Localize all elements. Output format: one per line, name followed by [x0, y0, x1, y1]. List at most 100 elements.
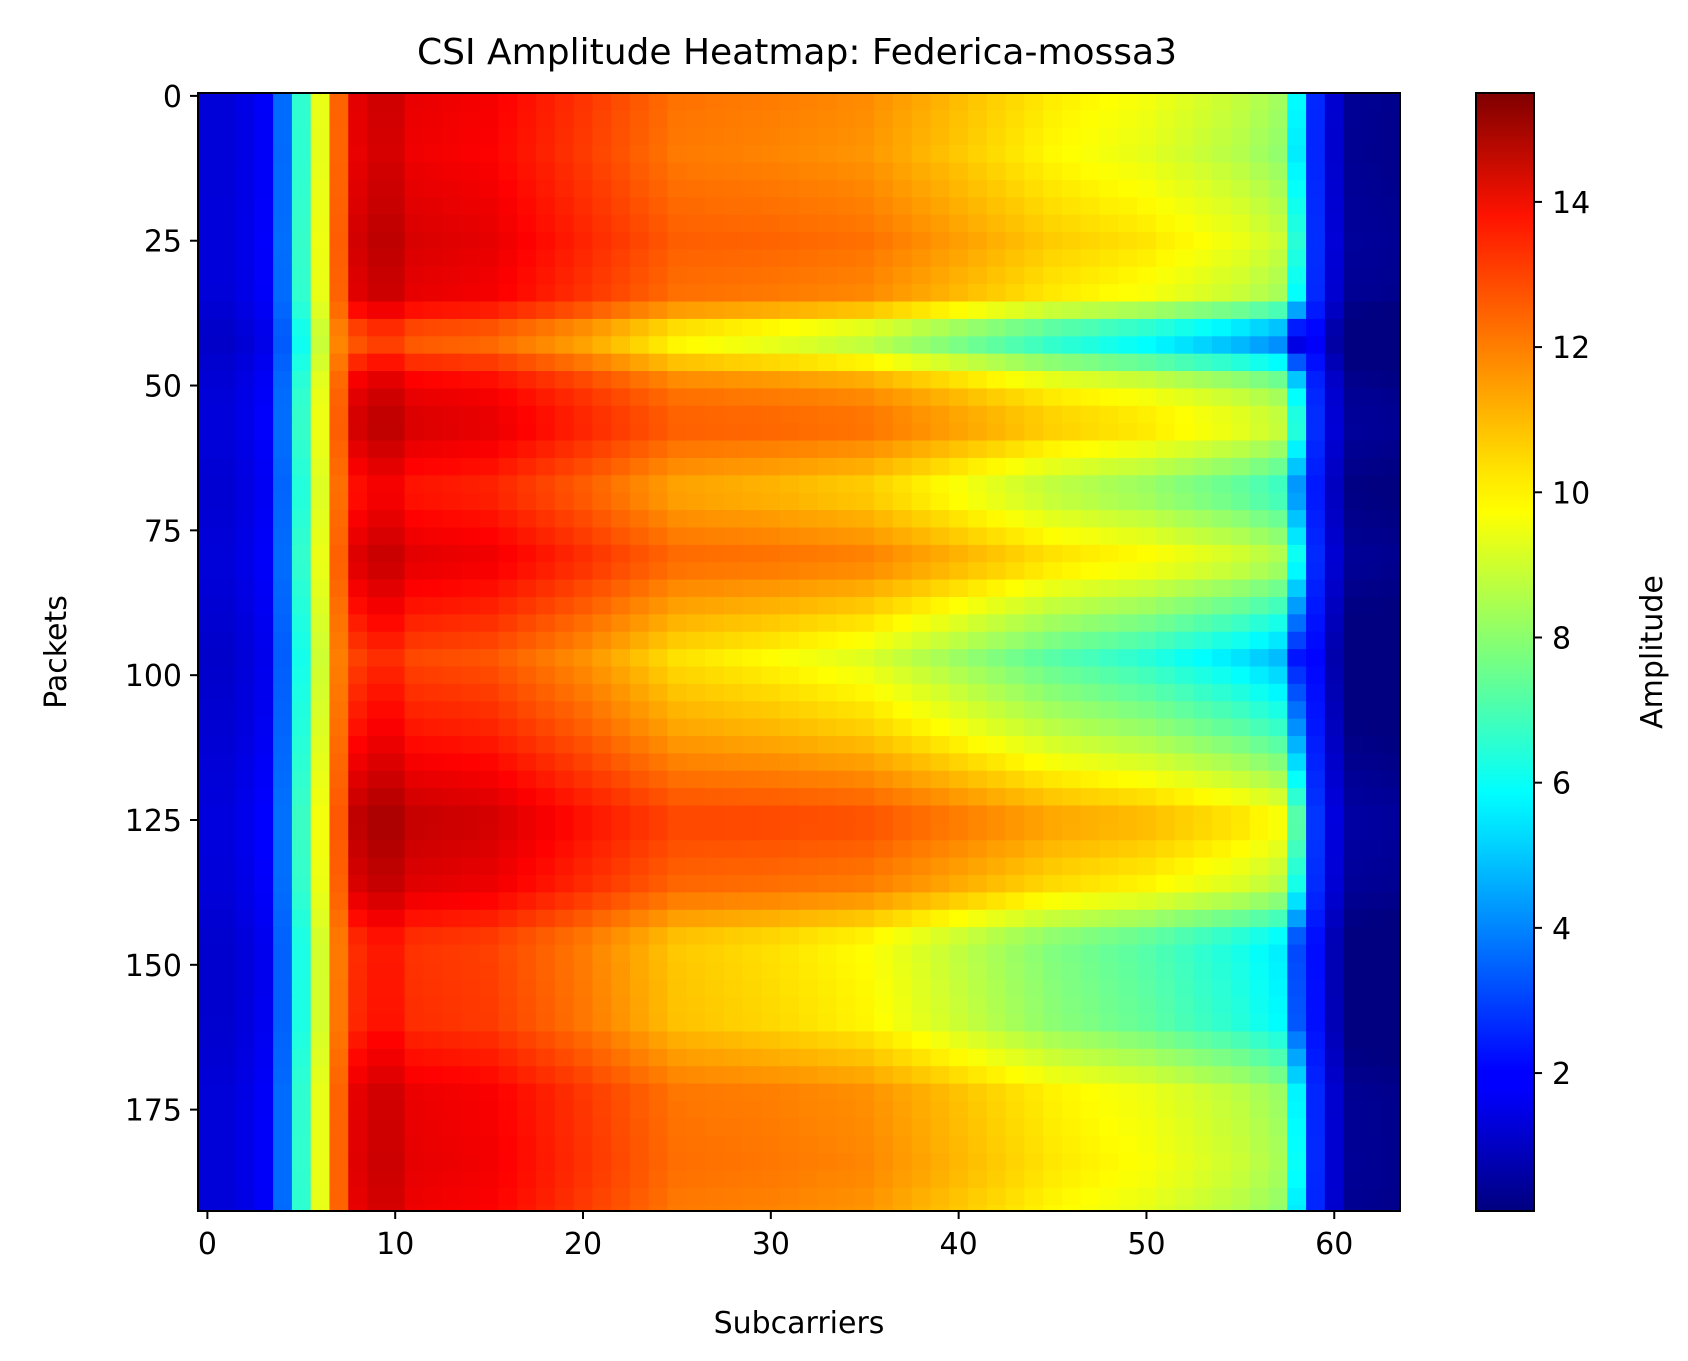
heatmap-cell [986, 770, 1007, 789]
heatmap-cell [911, 1187, 932, 1206]
heatmap-cell [1343, 492, 1364, 511]
heatmap-cell [273, 440, 293, 459]
heatmap-cell [1306, 492, 1326, 511]
heatmap-cell [1362, 371, 1382, 390]
heatmap-cell [1324, 944, 1345, 963]
heatmap-cell [855, 544, 875, 563]
heatmap-cell [385, 596, 406, 615]
heatmap-cell [291, 214, 312, 233]
heatmap-cell [986, 388, 1007, 407]
heatmap-cell [1099, 579, 1119, 598]
heatmap-cell [874, 423, 894, 442]
heatmap-cell [235, 423, 255, 442]
heatmap-cell [1268, 1135, 1288, 1154]
heatmap-cell [367, 701, 387, 720]
heatmap-cell [1287, 857, 1307, 876]
heatmap-cell [254, 1100, 274, 1119]
heatmap-cell [1324, 875, 1345, 893]
heatmap-cell [1212, 1066, 1232, 1085]
heatmap-cell [968, 440, 988, 459]
heatmap-cell [442, 718, 462, 737]
heatmap-cell [216, 93, 237, 111]
heatmap-cell [216, 562, 237, 581]
heatmap-cell [592, 492, 612, 511]
heatmap-cell [367, 875, 387, 893]
heatmap-cell [742, 318, 763, 337]
heatmap-cell [235, 875, 255, 893]
heatmap-cell [1137, 875, 1157, 893]
heatmap-cell [1005, 979, 1025, 998]
heatmap-cell [1268, 683, 1288, 702]
heatmap-cell [1174, 631, 1195, 650]
heatmap-cell [479, 1048, 500, 1067]
heatmap-cell [442, 197, 462, 216]
heatmap-cell [442, 475, 462, 494]
heatmap-cell [1306, 1187, 1326, 1206]
heatmap-cell [836, 492, 856, 511]
heatmap-cell [291, 1135, 312, 1154]
heatmap-cell [1061, 649, 1082, 668]
heatmap-cell [1043, 336, 1063, 355]
heatmap-cell [216, 944, 237, 963]
heatmap-cell [573, 1083, 594, 1102]
heatmap-cell [498, 996, 518, 1015]
heatmap-cell [1249, 371, 1270, 390]
heatmap-cell [1043, 1031, 1063, 1050]
heatmap-cell [1193, 440, 1213, 459]
heatmap-cell [930, 127, 950, 146]
heatmap-cell [1268, 127, 1288, 146]
heatmap-cell [1118, 145, 1138, 164]
heatmap-cell [799, 440, 819, 459]
heatmap-cell [686, 423, 706, 442]
heatmap-cell [1268, 840, 1288, 859]
heatmap-cell [592, 996, 612, 1015]
heatmap-cell [911, 388, 932, 407]
heatmap-cell [536, 110, 556, 129]
heatmap-cell [291, 1066, 312, 1085]
heatmap-cell [1381, 353, 1401, 372]
heatmap-cell [1230, 1118, 1251, 1137]
heatmap-cell [573, 1187, 594, 1206]
heatmap-cell [1005, 197, 1025, 216]
heatmap-cell [1137, 996, 1157, 1015]
heatmap-cell [1268, 440, 1288, 459]
heatmap-cell [573, 805, 594, 824]
heatmap-cell [723, 631, 744, 650]
heatmap-cell [1212, 649, 1232, 668]
heatmap-cell [611, 1118, 631, 1137]
heatmap-cell [855, 1100, 875, 1119]
heatmap-cell [1024, 1031, 1044, 1050]
heatmap-cell [1306, 822, 1326, 841]
heatmap-cell [705, 353, 725, 372]
heatmap-cell [1343, 1014, 1364, 1033]
heatmap-cell [254, 822, 274, 841]
heatmap-cell [291, 475, 312, 494]
heatmap-cell [367, 614, 387, 633]
heatmap-cell [742, 1153, 763, 1172]
heatmap-cell [498, 1066, 518, 1085]
heatmap-cell [986, 127, 1007, 146]
heatmap-cell [1306, 162, 1326, 181]
heatmap-cell [1155, 596, 1176, 615]
heatmap-cell [611, 93, 631, 111]
heatmap-cell [1043, 944, 1063, 963]
heatmap-cell [930, 1014, 950, 1033]
heatmap-cell [874, 1014, 894, 1033]
heatmap-cell [799, 371, 819, 390]
heatmap-cell [254, 1048, 274, 1067]
heatmap-cell [1230, 1187, 1251, 1206]
heatmap-cell [1306, 318, 1326, 337]
heatmap-cell [423, 457, 443, 476]
colorbar-label: Amplitude [1635, 575, 1670, 729]
heatmap-cell [1043, 544, 1063, 563]
heatmap-cell [517, 805, 537, 824]
heatmap-cell [629, 127, 650, 146]
heatmap-cell [442, 1100, 462, 1119]
heatmap-cell [911, 527, 932, 546]
heatmap-cell [911, 979, 932, 998]
heatmap-cell [930, 944, 950, 963]
heatmap-cell [949, 1153, 969, 1172]
heatmap-cell [1212, 892, 1232, 911]
heatmap-cell [1362, 544, 1382, 563]
heatmap-cell [1005, 284, 1025, 303]
